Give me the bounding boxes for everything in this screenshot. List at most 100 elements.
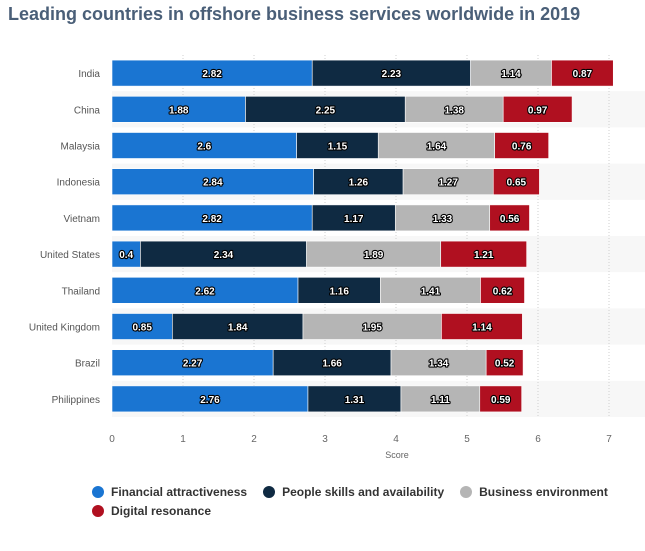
legend-item[interactable]: Financial attractiveness	[92, 485, 247, 499]
legend-label: Financial attractiveness	[111, 485, 248, 499]
x-tick-label: 0	[109, 434, 115, 445]
data-label: 1.15	[328, 142, 348, 153]
bar-segment	[111, 313, 173, 340]
data-label: 1.26	[349, 178, 369, 189]
data-label: 1.95	[362, 323, 382, 334]
bar-segment	[494, 132, 549, 159]
bar-segment	[313, 168, 404, 195]
bar-segment	[470, 59, 552, 87]
bar-segment	[111, 276, 299, 304]
bar-segment	[111, 240, 141, 268]
category-labels: India China Malaysia Indonesia Vietnam United…	[29, 69, 101, 406]
x-tick-label: 3	[322, 434, 328, 445]
bar-segment	[296, 132, 379, 159]
data-label: 1.17	[344, 214, 364, 225]
bar-segment	[111, 204, 313, 232]
data-label: 2.25	[316, 105, 336, 116]
data-label: 2.82	[202, 214, 222, 225]
data-label: 0.52	[495, 359, 515, 370]
bar-segment	[489, 204, 530, 232]
bar-segment	[111, 59, 313, 87]
x-tick-label: 5	[464, 434, 470, 445]
data-label: 0.85	[132, 323, 152, 334]
data-label: 2.27	[183, 359, 203, 370]
data-label: 2.76	[200, 395, 220, 406]
data-label: 1.16	[329, 286, 349, 297]
bar-segment	[377, 132, 495, 159]
category-label: Brazil	[75, 359, 100, 370]
x-tick-label: 7	[606, 434, 612, 445]
data-label: 1.38	[444, 105, 464, 116]
data-label: 0.56	[500, 214, 520, 225]
legend: Financial attractiveness People skills an…	[92, 485, 632, 523]
data-label: 0.59	[491, 395, 511, 406]
bar-segment	[306, 240, 442, 268]
category-label: Thailand	[62, 286, 100, 297]
x-tick-label: 6	[535, 434, 541, 445]
bar-segment	[380, 276, 481, 304]
data-label: 1.14	[501, 69, 521, 80]
bar-segment	[272, 349, 392, 377]
data-label: 2.23	[382, 69, 402, 80]
data-label: 1.34	[429, 359, 449, 370]
bar-segment	[440, 240, 527, 268]
bar-segment	[394, 204, 491, 232]
legend-label: People skills and availability	[282, 485, 445, 499]
bar-segment	[441, 313, 523, 340]
legend-dot-icon	[92, 486, 104, 498]
category-label: United Kingdom	[29, 323, 100, 334]
data-label: 1.89	[364, 250, 384, 261]
bar-segment	[480, 276, 525, 304]
bar-segment	[111, 132, 297, 159]
bar-segment	[311, 204, 396, 232]
bar-segment	[111, 349, 274, 377]
data-label: 1.84	[228, 323, 248, 334]
bar-segment	[479, 385, 522, 413]
bar-segment	[404, 96, 504, 123]
bar-segment	[402, 168, 494, 195]
legend-dot-icon	[92, 505, 104, 517]
category-label: Indonesia	[57, 178, 101, 189]
data-label: 0.65	[507, 178, 527, 189]
data-label: 1.14	[472, 323, 492, 334]
legend-item[interactable]: Business environment	[460, 485, 608, 499]
x-tick-label: 2	[251, 434, 257, 445]
category-label: Malaysia	[61, 142, 101, 153]
data-label: 1.33	[433, 214, 453, 225]
bar-segment	[297, 276, 381, 304]
x-axis-label: Score	[385, 450, 409, 460]
data-label: 2.84	[203, 178, 223, 189]
data-label: 2.6	[197, 142, 211, 153]
bar-segment	[302, 313, 442, 340]
bar-segment	[400, 385, 481, 413]
bar-segment	[390, 349, 487, 377]
data-label: 1.11	[431, 395, 450, 406]
data-label: 0.87	[573, 69, 593, 80]
bar-segment	[551, 59, 614, 87]
x-tick-label: 1	[180, 434, 186, 445]
x-tick-labels: 0 1 2 3 4 5 6 7	[109, 434, 612, 445]
bar-segment	[111, 385, 309, 413]
data-label: 1.21	[474, 250, 494, 261]
legend-dot-icon	[460, 486, 473, 498]
data-label: 1.41	[421, 286, 441, 297]
category-label: Vietnam	[63, 214, 100, 225]
data-label: 2.82	[202, 69, 222, 80]
data-label: 0.4	[119, 250, 133, 261]
legend-item[interactable]: People skills and availability	[263, 485, 444, 499]
data-label: 1.64	[427, 142, 447, 153]
bar-segment	[172, 313, 304, 340]
chart-title: Leading countries in offshore business s…	[8, 4, 581, 24]
bar-segment	[307, 385, 402, 413]
bar-segment	[111, 168, 314, 195]
data-label: 0.76	[512, 142, 532, 153]
legend-label: Digital resonance	[111, 504, 212, 518]
legend-item[interactable]: Digital resonance	[92, 504, 211, 518]
bar-segment	[245, 96, 406, 123]
data-label: 2.62	[195, 286, 215, 297]
data-label: 1.31	[345, 395, 365, 406]
legend-label: Business environment	[479, 485, 608, 499]
category-label: Philippines	[52, 395, 100, 406]
data-label: 0.62	[493, 286, 513, 297]
